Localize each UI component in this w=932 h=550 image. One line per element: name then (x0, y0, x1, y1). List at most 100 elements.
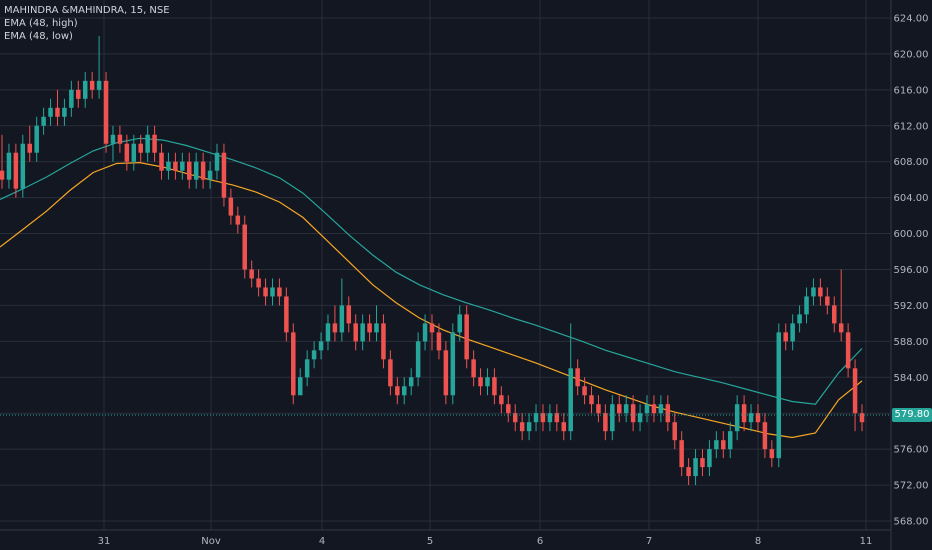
candle-body (630, 404, 636, 423)
candle-body (436, 332, 442, 351)
candle-body (700, 458, 705, 468)
candle-body (297, 377, 303, 396)
x-tick-label: 11 (860, 536, 873, 547)
candle-body (734, 404, 740, 432)
candle-body (790, 323, 795, 342)
candle-body (499, 395, 504, 405)
candle-body (166, 161, 171, 171)
candle-body (797, 314, 802, 324)
candle-body (554, 413, 560, 423)
candle-body (617, 404, 622, 414)
y-tick-label: 604.00 (894, 193, 929, 204)
y-tick-label: 624.00 (894, 13, 929, 24)
candle-body (727, 431, 733, 450)
y-tick-label: 612.00 (894, 121, 929, 132)
candle-body (353, 323, 358, 342)
y-tick-label: 600.00 (894, 229, 929, 240)
candle-body (367, 323, 372, 333)
candle-body (173, 161, 178, 171)
candle-body (13, 152, 19, 189)
candle-body (62, 107, 67, 117)
candle-body (478, 377, 483, 387)
candle-body (270, 287, 275, 297)
candle-body (221, 152, 227, 198)
y-tick-label: 588.00 (894, 337, 929, 348)
candle-body (450, 332, 456, 396)
candle-body (207, 170, 213, 180)
y-tick-label: 572.00 (894, 481, 929, 492)
candle-body (852, 368, 858, 414)
candle-body (589, 395, 594, 405)
candle-body (485, 377, 490, 387)
last-price-label: 579.80 (892, 408, 932, 423)
candle-body (845, 332, 851, 369)
symbol-title[interactable]: MAHINDRA &MAHINDRA, 15, NSE (4, 5, 170, 16)
candle-body (429, 323, 435, 333)
candle-body (804, 296, 809, 315)
candle-body (783, 332, 788, 342)
candle-body (55, 107, 60, 117)
candle-body (6, 152, 12, 180)
candle-body (596, 404, 601, 414)
x-tick-label: 8 (755, 536, 761, 547)
candle-body (82, 80, 88, 99)
candle-body (152, 134, 157, 153)
candle-body (318, 341, 324, 351)
legend-ema-high[interactable]: EMA (48, high) (4, 18, 78, 29)
candle-body (741, 404, 747, 423)
y-tick-label: 576.00 (894, 445, 929, 456)
candle-body (159, 152, 164, 171)
candle-body (415, 341, 421, 378)
candle-body (721, 440, 726, 450)
x-tick-label: 31 (98, 536, 111, 547)
candle-body (27, 143, 32, 153)
candle-body (769, 449, 775, 459)
candle-body (506, 404, 511, 414)
candle-body (686, 467, 691, 477)
ema-lines (0, 137, 863, 439)
candle-body (69, 89, 74, 108)
candle-body (304, 359, 310, 378)
candle-body (623, 404, 629, 414)
candle-body (200, 161, 206, 180)
candle-body (145, 134, 150, 153)
candle-body (658, 404, 664, 414)
candle-body (665, 404, 671, 423)
candle-body (519, 422, 525, 432)
candle-body (492, 377, 497, 396)
candle-body (332, 323, 338, 333)
candle-body (825, 296, 830, 306)
x-tick-label: Nov (201, 536, 221, 547)
candle-body (714, 440, 719, 450)
candle-body (89, 80, 95, 90)
candle-body (249, 269, 254, 279)
y-tick-label: 616.00 (894, 85, 929, 96)
chart-legend: MAHINDRA &MAHINDRA, 15, NSE EMA (48, hig… (4, 4, 170, 43)
candle-body (748, 413, 754, 423)
candle-body (651, 404, 657, 414)
candle-body (339, 305, 345, 333)
candle-body (838, 323, 844, 333)
candle-body (533, 413, 539, 423)
candle-body (603, 413, 608, 432)
candle-body (0, 170, 5, 180)
candle-body (374, 323, 379, 333)
legend-ema-low[interactable]: EMA (48, low) (4, 31, 73, 42)
candle-body (707, 449, 712, 468)
candle-body (443, 350, 449, 396)
y-tick-label: 608.00 (894, 157, 929, 168)
y-tick-label: 592.00 (894, 301, 929, 312)
candle-body (471, 359, 476, 378)
candle-body (187, 161, 192, 180)
candle-body (568, 368, 573, 432)
candle-body (547, 413, 553, 423)
candle-body (256, 278, 261, 288)
candle-body (96, 80, 102, 90)
x-tick-label: 5 (427, 536, 433, 547)
candle-body (48, 107, 53, 117)
x-tick-label: 7 (646, 536, 652, 547)
candle-body (610, 404, 615, 432)
